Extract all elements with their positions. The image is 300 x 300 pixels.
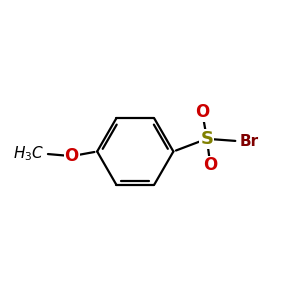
Text: O: O: [203, 156, 218, 174]
Text: O: O: [64, 147, 79, 165]
Text: S: S: [200, 130, 213, 148]
Text: O: O: [195, 103, 209, 121]
Text: $H_3C$: $H_3C$: [13, 145, 44, 163]
Text: Br: Br: [239, 134, 258, 148]
